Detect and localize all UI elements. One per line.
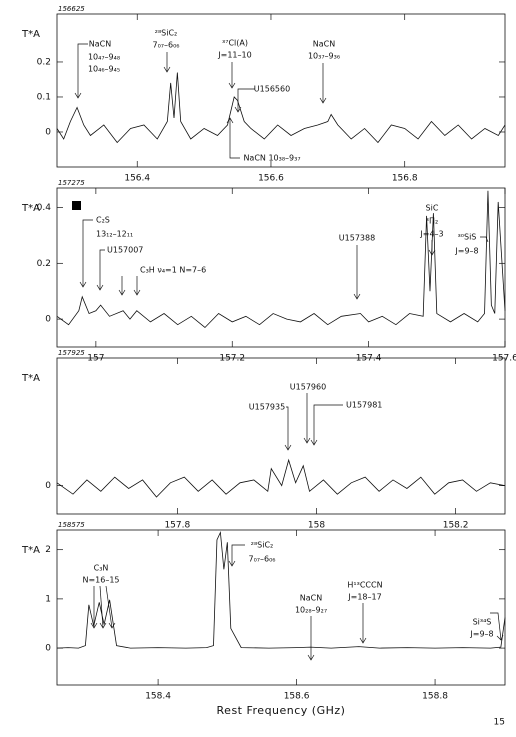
annotation: U157007 — [107, 246, 143, 255]
y-axis-label: T*A — [21, 373, 40, 384]
annotation: ²⁸SiC₂ — [251, 541, 274, 550]
annotations-4: ²⁸SiC₂ 7₀₇–6₀₆ C₃N N=16–15 NaCN 10₂₈–9₂₇… — [82, 541, 493, 639]
annotation: 10₃₇–9₃₆ — [308, 52, 340, 61]
x-axis-label: Rest Frequency (GHz) — [217, 704, 346, 717]
annotation: ³⁷Cl(A) — [222, 39, 248, 48]
plot-frame — [56, 529, 506, 686]
x-tick-label: 157.6 — [492, 354, 516, 364]
y-axis-label: T*A — [21, 545, 40, 556]
x-tick-label: 158 — [308, 521, 325, 531]
annotation: 7₀₇–6₀₆ — [152, 41, 179, 50]
y-tick-label: 0 — [45, 481, 51, 491]
spectrum-line — [56, 190, 506, 329]
y-tick-label: 0.1 — [37, 92, 51, 102]
annotations-1: NaCN 10₄₇–9₄₈ 10₄₆–9₄₅ ²⁸SiC₂ 7₀₇–6₀₆ ³⁷… — [88, 29, 340, 163]
annotation: NaCN — [313, 40, 335, 49]
annotation: J=18–17 — [347, 593, 381, 602]
annotation: NaCN 10₃₈–9₃₇ — [243, 154, 300, 163]
arrows-4 — [90, 544, 504, 661]
annotation: N=16–15 — [82, 576, 119, 585]
annotation: Si³⁴S — [473, 618, 492, 627]
corner-label: 157275 — [58, 179, 85, 187]
x-tick-label: 158.4 — [145, 692, 171, 702]
y-tick-label: 0.2 — [37, 57, 51, 67]
corner-label: 157925 — [58, 349, 85, 357]
annotation: J=11–10 — [217, 51, 251, 60]
annotation: 13₁₂–12₁₁ — [96, 230, 133, 239]
annotation: U157981 — [346, 401, 382, 410]
x-tick-label: 158.2 — [443, 521, 469, 531]
y-axis-label: T*A — [21, 203, 40, 214]
annotation: C₂S — [96, 216, 110, 225]
annotation: NaCN — [300, 594, 322, 603]
x-tick-label: 156.6 — [258, 174, 284, 184]
annotation: NaCN — [89, 40, 111, 49]
spectrum-line — [56, 458, 506, 498]
x-tick-label: 157 — [87, 354, 104, 364]
x-tick-label: 158.8 — [422, 692, 448, 702]
y-tick-label: 1 — [45, 594, 51, 604]
plot-frame — [56, 13, 506, 168]
x-tick-label: 156.4 — [124, 174, 150, 184]
annotation: 10₂₈–9₂₇ — [295, 606, 327, 615]
annotation: U157388 — [339, 234, 375, 243]
annotation: H¹³CCCN — [347, 581, 382, 590]
y-tick-label: 0 — [45, 644, 51, 654]
marker-square — [72, 201, 81, 210]
y-tick-label: 0.2 — [37, 259, 51, 269]
annotation: U157935 — [249, 403, 285, 412]
annotation: J=9–8 — [454, 247, 478, 256]
annotation: ²⁸SiC₂ — [155, 29, 178, 38]
plot-frame — [56, 187, 506, 348]
corner-label: 158575 — [58, 521, 85, 529]
spectrum-line — [56, 530, 506, 649]
annotation: 7₀₇–6₀₆ — [248, 555, 275, 564]
y-tick-label: 0.4 — [37, 203, 52, 213]
annotation: J=9–8 — [469, 630, 493, 639]
y-tick-label: 0 — [45, 315, 51, 325]
plot-frame — [56, 357, 506, 515]
x-tick-label: 157.4 — [356, 354, 382, 364]
page-number: 15 — [494, 718, 505, 728]
annotations-2: C₂S 13₁₂–12₁₁ U157007 C₃H ν₄=1 N=7–6 U15… — [96, 204, 479, 275]
x-tick-label: 158.6 — [284, 692, 310, 702]
spectrum-line — [56, 72, 506, 144]
annotations-3: U157960 U157935 U157981 — [249, 383, 383, 412]
annotation: C₃N — [94, 564, 109, 573]
x-tick-label: 156.8 — [392, 174, 418, 184]
y-axis-label: T*A — [21, 29, 40, 40]
annotation: 10₄₇–9₄₈ — [88, 53, 120, 62]
corner-label: 156625 — [58, 5, 85, 13]
y-tick-label: 0 — [45, 127, 51, 137]
y-tick-label: 2 — [45, 545, 51, 555]
annotation: C₃H ν₄=1 N=7–6 — [140, 266, 206, 275]
annotation: 10₄₆–9₄₅ — [88, 65, 120, 74]
annotation: U157960 — [290, 383, 326, 392]
annotation: U156560 — [254, 85, 290, 94]
arrows-3 — [284, 393, 343, 451]
arrows-1 — [74, 43, 327, 159]
x-tick-label: 157.8 — [164, 521, 190, 531]
annotation: J=4–3 — [419, 230, 443, 239]
annotation: ³⁰SiS — [458, 233, 477, 242]
x-tick-label: 157.2 — [219, 354, 245, 364]
annotation: ³Π₂ — [426, 217, 438, 226]
annotation: SiC — [426, 204, 439, 213]
